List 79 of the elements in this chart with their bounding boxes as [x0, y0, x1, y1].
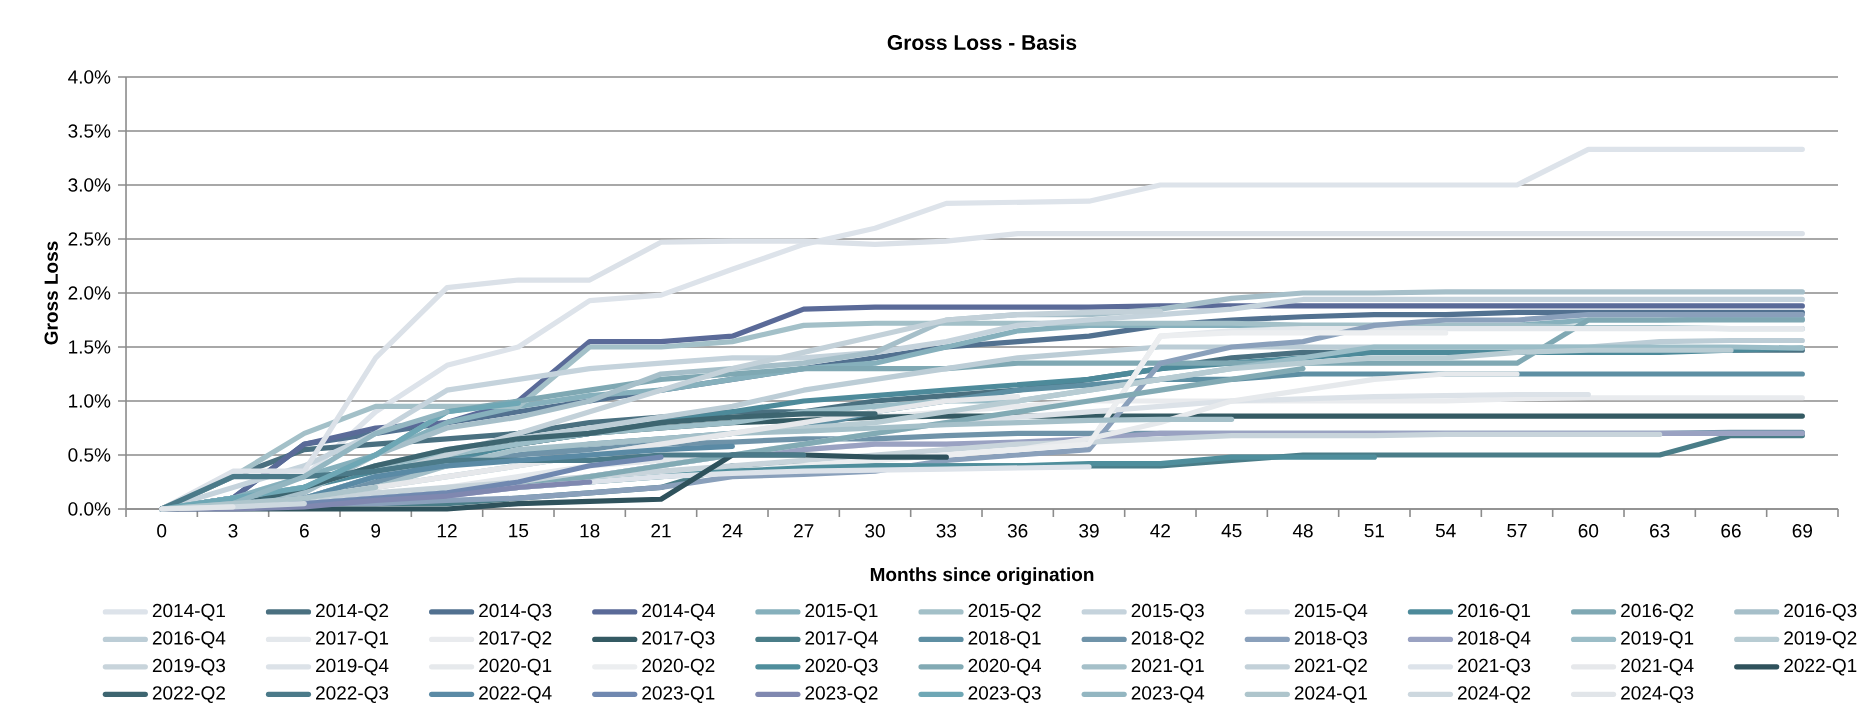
legend-label: 2021-Q1: [1131, 658, 1204, 676]
legend-label: 2017-Q1: [316, 631, 389, 649]
legend-label: 2018-Q1: [968, 631, 1041, 649]
legend-label: 2022-Q3: [316, 686, 389, 704]
legend-label: 2018-Q4: [1457, 631, 1531, 649]
legend-label: 2015-Q2: [968, 603, 1041, 621]
legend-label: 2017-Q3: [642, 631, 715, 649]
legend-label: 2015-Q1: [805, 603, 878, 621]
x-tick-label: 15: [509, 524, 529, 538]
x-tick-label: 69: [1792, 524, 1812, 538]
x-tick-label: 12: [437, 524, 457, 538]
y-tick-label: 1.0%: [69, 394, 111, 408]
y-tick-label: 4.0%: [68, 70, 111, 84]
legend-label: 2022-Q4: [479, 686, 552, 704]
y-tick-label: 3.5%: [68, 124, 111, 138]
legend-label: 2023-Q1: [642, 686, 715, 704]
x-tick-label: 36: [1007, 524, 1028, 538]
y-tick-label: 2.0%: [68, 286, 111, 300]
x-tick-label: 63: [1650, 524, 1670, 538]
x-tick-label: 39: [1079, 524, 1099, 538]
legend-label: 2024-Q1: [1294, 686, 1367, 704]
legend-label: 2022-Q2: [152, 686, 225, 704]
legend-label: 2024-Q3: [1621, 686, 1694, 704]
legend-label: 2019-Q3: [152, 658, 226, 676]
legend-label: 2018-Q2: [1131, 631, 1204, 649]
legend-label: 2023-Q3: [968, 686, 1041, 704]
legend-label: 2020-Q3: [805, 658, 878, 676]
legend-label: 2016-Q1: [1457, 603, 1531, 621]
legend-label: 2016-Q2: [1621, 603, 1694, 621]
legend-label: 2020-Q1: [479, 658, 552, 676]
legend-label: 2018-Q3: [1294, 631, 1367, 649]
legend-label: 2019-Q1: [1621, 631, 1694, 649]
y-tick-label: 0.0%: [68, 502, 111, 516]
legend-label: 2016-Q4: [152, 631, 226, 649]
x-tick-label: 57: [1507, 524, 1527, 538]
x-tick-label: 6: [300, 524, 309, 538]
x-axis-title: Months since origination: [870, 567, 1094, 586]
legend-label: 2021-Q2: [1294, 658, 1367, 676]
legend-label: 2014-Q2: [316, 603, 389, 621]
x-tick-label: 0: [157, 524, 167, 538]
y-tick-label: 3.0%: [68, 178, 111, 192]
legend-label: 2019-Q2: [1784, 631, 1857, 649]
x-tick-label: 3: [228, 524, 238, 538]
chart-title: Gross Loss - Basis: [887, 34, 1077, 50]
x-tick-label: 42: [1150, 524, 1170, 538]
legend-label: 2014-Q1: [152, 603, 225, 621]
x-tick-label: 9: [371, 524, 381, 538]
x-tick-label: 18: [580, 524, 600, 538]
x-tick-label: 24: [722, 524, 743, 538]
y-tick-label: 1.5%: [69, 340, 111, 354]
x-tick-label: 48: [1292, 524, 1313, 538]
legend-label: 2014-Q3: [479, 603, 552, 621]
legend-label: 2023-Q4: [1131, 686, 1205, 704]
legend-label: 2020-Q4: [968, 658, 1041, 676]
legend-label: 2024-Q2: [1457, 686, 1531, 704]
x-tick-label: 33: [936, 524, 957, 538]
legend-label: 2020-Q2: [642, 658, 715, 676]
y-axis-title: Gross Loss: [44, 241, 58, 345]
legend-label: 2016-Q3: [1784, 603, 1857, 621]
y-tick-label: 2.5%: [68, 232, 111, 246]
legend-label: 2021-Q4: [1621, 658, 1694, 676]
legend-label: 2015-Q3: [1131, 603, 1204, 621]
x-tick-label: 51: [1364, 524, 1384, 538]
x-tick-label: 30: [865, 524, 885, 538]
legend-label: 2021-Q3: [1457, 658, 1531, 676]
x-tick-label: 60: [1578, 524, 1599, 538]
legend-label: 2019-Q4: [316, 658, 389, 676]
x-tick-label: 27: [794, 524, 814, 538]
legend-label: 2022-Q1: [1784, 658, 1857, 676]
legend-label: 2015-Q4: [1294, 603, 1368, 621]
x-tick-label: 54: [1435, 524, 1456, 538]
legend-label: 2023-Q2: [805, 686, 878, 704]
x-tick-label: 66: [1721, 524, 1741, 538]
legend-label: 2017-Q4: [805, 631, 878, 649]
legend-label: 2017-Q2: [479, 631, 552, 649]
x-tick-label: 45: [1221, 524, 1242, 538]
x-tick-label: 21: [651, 524, 671, 538]
legend-label: 2014-Q4: [642, 603, 715, 621]
y-tick-label: 0.5%: [68, 448, 111, 462]
